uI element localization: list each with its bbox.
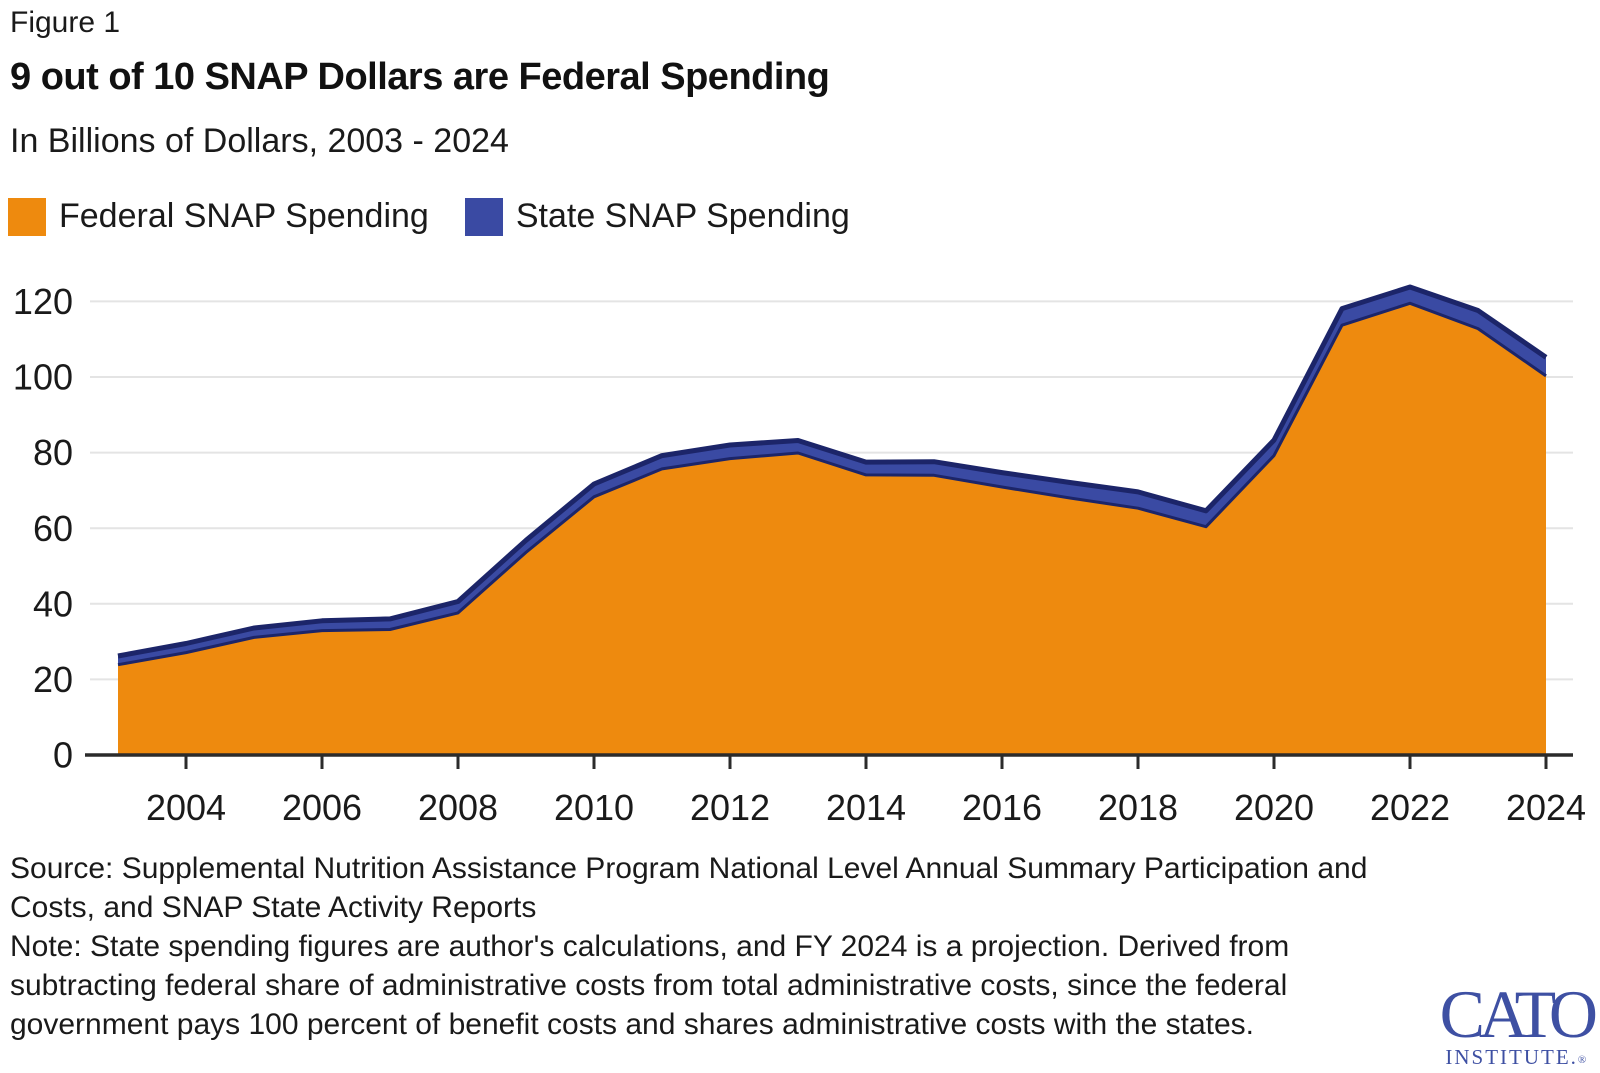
- method-note: Note: State spending figures are author'…: [10, 930, 1290, 1041]
- figure-label: Figure 1: [10, 6, 121, 39]
- legend-item-federal: Federal SNAP Spending: [8, 197, 429, 236]
- y-tick-label-0: 0: [53, 735, 73, 776]
- y-tick-label-20: 20: [33, 659, 73, 700]
- x-tick-label-2008: 2008: [418, 787, 498, 828]
- x-tick-label-2006: 2006: [282, 787, 362, 828]
- legend-item-state: State SNAP Spending: [464, 197, 850, 236]
- x-tick-label-2020: 2020: [1234, 787, 1314, 828]
- legend-label-state: State SNAP Spending: [515, 197, 850, 235]
- total-spending-line: [117, 284, 1548, 659]
- chart-title: 9 out of 10 SNAP Dollars are Federal Spe…: [10, 56, 830, 98]
- chart-subtitle: In Billions of Dollars, 2003 - 2024: [10, 122, 509, 160]
- legend-label-federal: Federal SNAP Spending: [59, 197, 429, 235]
- registered-mark: ®: [1577, 1053, 1587, 1066]
- y-tick-label-80: 80: [33, 432, 73, 473]
- x-tick-label-2012: 2012: [690, 787, 770, 828]
- federal-snap-area: [118, 303, 1546, 755]
- y-tick-label-120: 120: [13, 281, 73, 322]
- y-tick-label-60: 60: [33, 508, 73, 549]
- y-tick-label-100: 100: [13, 357, 73, 398]
- state-spending-swatch: [464, 197, 503, 236]
- stacked-area-chart: 0 20 40 60 80 100 120 2004 2006 2008 2010 2012 2014 2…: [13, 281, 1586, 828]
- x-tick-label-2016: 2016: [962, 787, 1042, 828]
- x-tick-label-2018: 2018: [1098, 787, 1178, 828]
- cato-institute-logo: CATO INSTITUTE.®: [1439, 976, 1598, 1069]
- federal-spending-swatch: [8, 197, 46, 236]
- cato-logo-subtitle: INSTITUTE.®: [1445, 1044, 1587, 1069]
- source-note: Source: Supplemental Nutrition Assistanc…: [10, 852, 1368, 924]
- federal-spending-line: [117, 301, 1547, 667]
- x-tick-label-2004: 2004: [146, 787, 226, 828]
- cato-logo-wordmark: CATO: [1439, 976, 1598, 1052]
- x-tick-label-2014: 2014: [826, 787, 906, 828]
- legend: Federal SNAP Spending State SNAP Spendin…: [8, 197, 850, 236]
- x-tick-label-2010: 2010: [554, 787, 634, 828]
- y-tick-label-40: 40: [33, 583, 73, 624]
- x-tick-label-2024: 2024: [1506, 787, 1586, 828]
- footer-notes: Source: Supplemental Nutrition Assistanc…: [10, 849, 1367, 1044]
- x-tick-label-2022: 2022: [1370, 787, 1450, 828]
